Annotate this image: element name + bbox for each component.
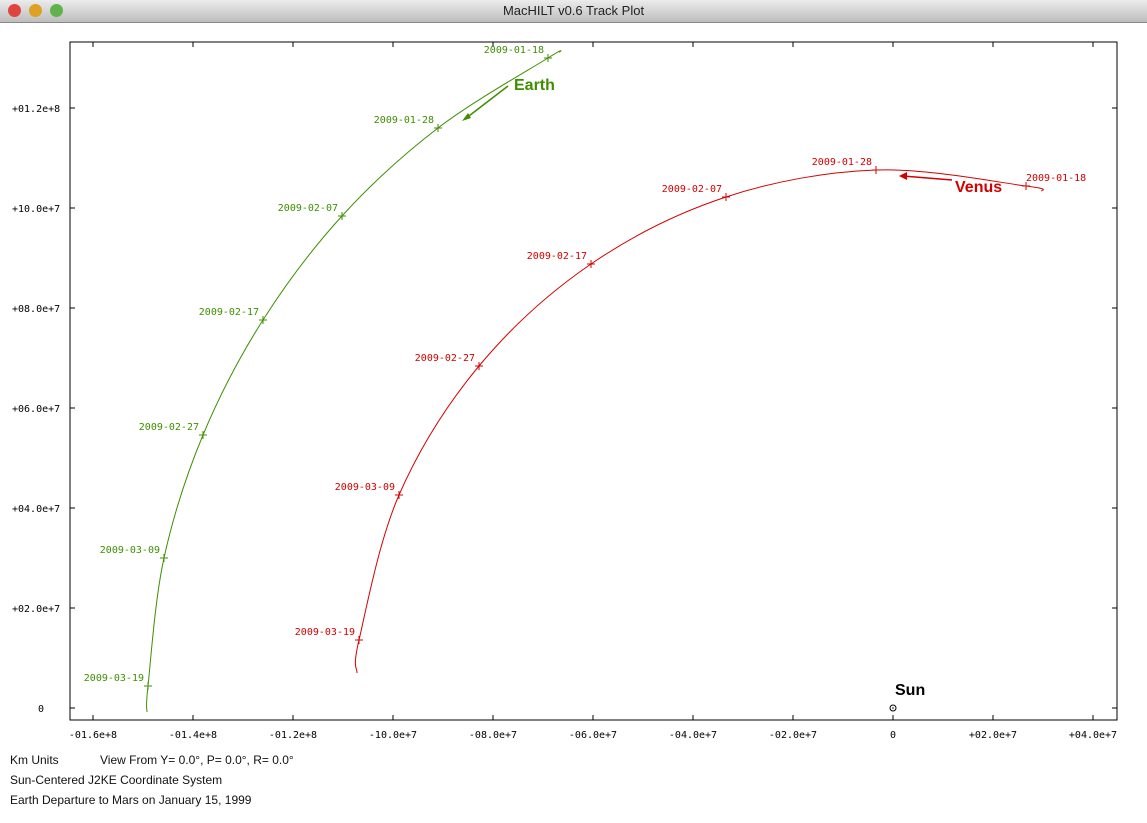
y-tick-label: +02.0e+7 [12,604,60,615]
x-tick-label: -02.0e+7 [769,730,817,741]
date-label: 2009-02-27 [139,422,199,433]
date-label: 2009-01-28 [812,157,872,168]
y-tick-label: +08.0e+7 [12,304,60,315]
window-title: MacHILT v0.6 Track Plot [502,3,645,18]
marker [475,362,483,370]
sun-label: Sun [895,682,925,699]
track [145,50,562,713]
marker [1022,182,1030,190]
units: Km Units [10,753,59,767]
zoom-button[interactable] [50,4,63,17]
y-tick-label: 0 [38,704,44,715]
y-tick-label: +04.0e+7 [12,504,60,515]
marker [544,54,552,62]
date-label: 2009-02-07 [278,203,338,214]
mission: Earth Departure to Mars on January 15, 1… [10,793,252,807]
date-label: 2009-03-19 [84,673,144,684]
x-tick-label: 0 [890,730,896,741]
plot-frame [69,41,1118,721]
view: View From Y= 0.0°, P= 0.0°, R= 0.0° [100,753,294,767]
x-tick-label: -04.0e+7 [669,730,717,741]
date-label: 2009-01-18 [1026,173,1086,184]
minimize-button[interactable] [29,4,42,17]
x-tick-label: -01.2e+8 [269,730,317,741]
arrow-head [899,172,907,180]
x-tick-label: -01.6e+8 [69,730,117,741]
marker [338,212,346,220]
x-tick-label: -01.4e+8 [169,730,217,741]
marker [144,682,152,690]
title-bar: MacHILT v0.6 Track Plot [0,0,1147,23]
series-label: Venus [955,179,1002,196]
marker [199,431,207,439]
marker [872,166,880,174]
marker [355,636,363,644]
date-label: 2009-03-19 [295,627,355,638]
x-tick-label: -08.0e+7 [469,730,517,741]
date-label: 2009-03-09 [335,482,395,493]
marker [587,260,595,268]
x-tick-label: -10.0e+7 [369,730,417,741]
marker [434,124,442,132]
y-tick-label: +06.0e+7 [12,404,60,415]
chart: Earth Venus Sun -01.6e+8 -01.4e+8 -01.2e+8… [12,41,1118,741]
system: Sun-Centered J2KE Coordinate System [10,773,223,787]
marker [395,491,403,499]
date-label: 2009-01-18 [484,45,544,56]
arrow [464,85,509,120]
date-label: 2009-02-07 [662,184,722,195]
x-tick-label: +04.0e+7 [1069,730,1117,741]
date-label: 2009-01-28 [374,115,434,126]
date-label: 2009-03-09 [100,545,160,556]
series-label: Earth [514,77,555,94]
arrow [902,175,953,181]
y-tick-label: +01.2e+8 [12,104,60,115]
track [354,169,1044,674]
date-label: 2009-02-27 [415,353,475,364]
marker [722,193,730,201]
close-button[interactable] [8,4,21,17]
x-tick-label: -06.0e+7 [569,730,617,741]
marker [259,316,267,324]
sun-center [892,707,894,709]
marker [160,554,168,562]
date-label: 2009-02-17 [199,307,259,318]
sun [889,704,897,712]
arrow-head [462,113,471,121]
y-tick-label: +10.0e+7 [12,204,60,215]
x-tick-label: +02.0e+7 [969,730,1017,741]
date-label: 2009-02-17 [527,251,587,262]
